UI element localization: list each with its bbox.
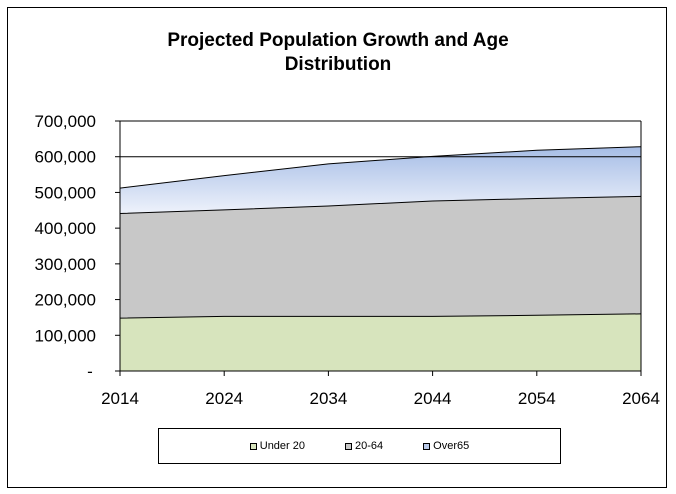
legend-label-over65: Over65 [433, 440, 470, 452]
legend-swatch-over65 [423, 442, 431, 450]
chart-title: Projected Population Growth and Age Dist… [0, 29, 676, 77]
area-20-64 [120, 196, 641, 319]
y-tick-label: 600,000 [35, 148, 96, 167]
legend-swatch-under-20 [249, 442, 257, 450]
legend-item-over65: Over65 [423, 440, 469, 452]
legend: Under 20 20-64 Over65 [158, 428, 561, 464]
series-line-under-20 [119, 313, 642, 319]
x-tick-label: 2044 [414, 389, 452, 408]
x-tick-label: 2024 [205, 389, 243, 408]
x-tick-label: 2014 [101, 389, 139, 408]
chart-title-line-2: Distribution [284, 54, 392, 75]
y-tick-label: 100,000 [35, 326, 96, 345]
chart-title-line-1: Projected Population Growth and Age [167, 30, 509, 51]
legend-label-under-20: Under 20 [259, 440, 306, 452]
series-line-20-64 [119, 195, 642, 214]
x-tick-label: 2054 [518, 389, 556, 408]
y-tick-label: 700,000 [35, 112, 96, 131]
legend-item-under-20: Under 20 [249, 440, 306, 452]
legend-swatch-20-64 [345, 442, 353, 450]
area-under-20 [120, 313, 641, 371]
x-tick-label: 2064 [622, 389, 660, 408]
y-tick-label: 500,000 [35, 183, 96, 202]
legend-label-20-64: 20-64 [355, 440, 384, 452]
legend-item-20-64: 20-64 [345, 440, 383, 452]
area-over65 [120, 146, 641, 214]
y-tick-label: - [87, 362, 93, 381]
y-tick-label: 200,000 [35, 291, 96, 310]
y-tick-label: 400,000 [35, 219, 96, 238]
x-tick-label: 2034 [309, 389, 347, 408]
y-tick-label: 300,000 [35, 255, 96, 274]
series-line-over65 [119, 146, 642, 189]
